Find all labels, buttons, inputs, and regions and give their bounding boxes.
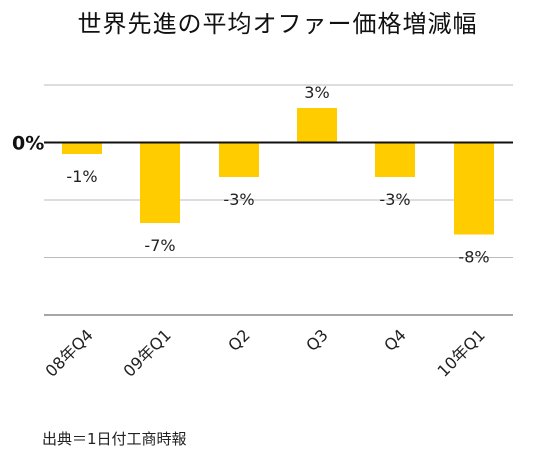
category-tick-label: Q4	[380, 325, 410, 355]
bars	[62, 108, 494, 235]
category-tick-label: 10年Q1	[434, 325, 489, 380]
bar	[62, 142, 102, 154]
gridlines	[44, 84, 513, 316]
category-axis: 08年Q4 09年Q1 Q2 Q3 Q4 10年Q1	[42, 325, 489, 380]
data-label: -3%	[379, 190, 410, 209]
bar	[219, 142, 259, 177]
source-note: 出典＝1日付工商時報	[42, 430, 187, 448]
bar	[375, 142, 415, 177]
zero-axis-label: 0%	[12, 133, 44, 155]
data-label: -1%	[66, 167, 97, 186]
bar	[297, 108, 337, 143]
zero-axis: 0%	[12, 133, 513, 155]
category-tick-label: Q3	[302, 325, 332, 355]
bar	[140, 142, 180, 223]
category-tick-label: 09年Q1	[120, 325, 175, 380]
data-label: -7%	[144, 236, 175, 255]
data-label: -8%	[458, 248, 489, 267]
category-tick-label: 08年Q4	[42, 325, 97, 380]
bar	[454, 142, 494, 235]
data-label: 3%	[304, 83, 329, 102]
category-tick-label: Q2	[224, 325, 254, 355]
data-label: -3%	[223, 190, 254, 209]
data-labels: -1% -7% -3% 3% -3% -8%	[66, 83, 489, 267]
chart-title: 世界先進の平均オファー価格増減幅	[77, 10, 478, 38]
